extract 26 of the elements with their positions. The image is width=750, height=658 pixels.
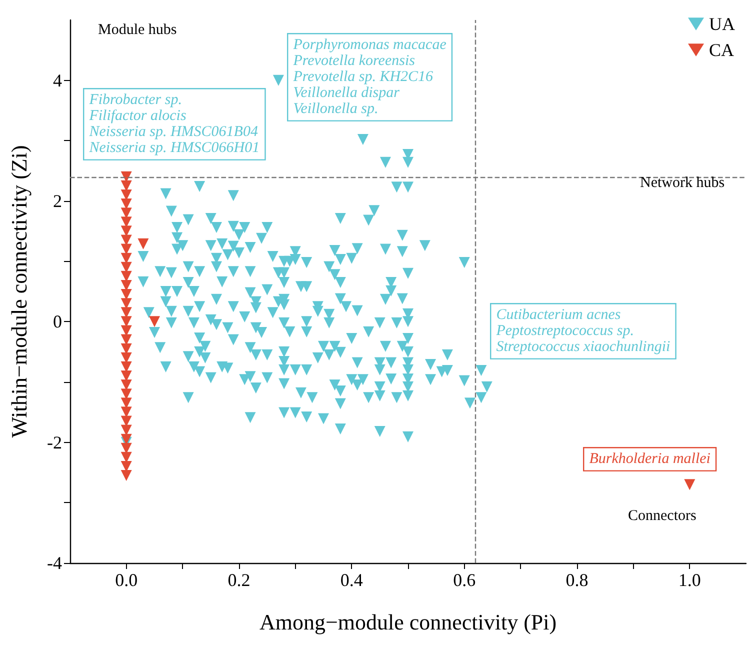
y-tick-label: 4 [53,70,62,90]
x-tick-label: 1.0 [678,570,701,590]
x-tick-label: 0.2 [228,570,250,590]
y-axis-title: Within−module connectivity (Zi) [6,145,32,438]
x-tick-label: 0.6 [453,570,476,590]
y-tick-label: 2 [53,191,62,211]
annotation: Module hubs [98,22,177,38]
annotation: Porphyromonas macacae Prevotella koreensis Prevotella sp. KH2C16 Veillonella dispar Veillonella sp. [292,37,447,118]
annotation: Connectors [628,508,696,524]
annotation: Burkholderia mallei [589,451,710,468]
legend-label: CA [709,40,734,60]
y-tick-label: -2 [47,432,62,452]
legend-label: UA [709,14,735,34]
point [684,479,696,490]
annotation: Fibrobacter sp. Filifactor alocis Neisseria sp. HMSC061B04 Neisseria sp. HMSC066H01 [88,92,260,156]
y-tick-label: 0 [53,312,62,332]
point [120,470,132,482]
y-tick-label: -4 [47,553,62,573]
x-axis-title: Among−module connectivity (Pi) [259,610,557,634]
x-tick-label: 0.4 [340,570,363,590]
x-tick-label: 0.0 [115,570,138,590]
annotation: Cutibacterium acnes Peptostreptococcus sp. Streptococcus xiaochunlingii [495,307,670,356]
point [138,238,149,250]
annotation: Network hubs [640,175,725,191]
point [149,316,160,328]
x-tick-label: 0.8 [566,570,588,590]
